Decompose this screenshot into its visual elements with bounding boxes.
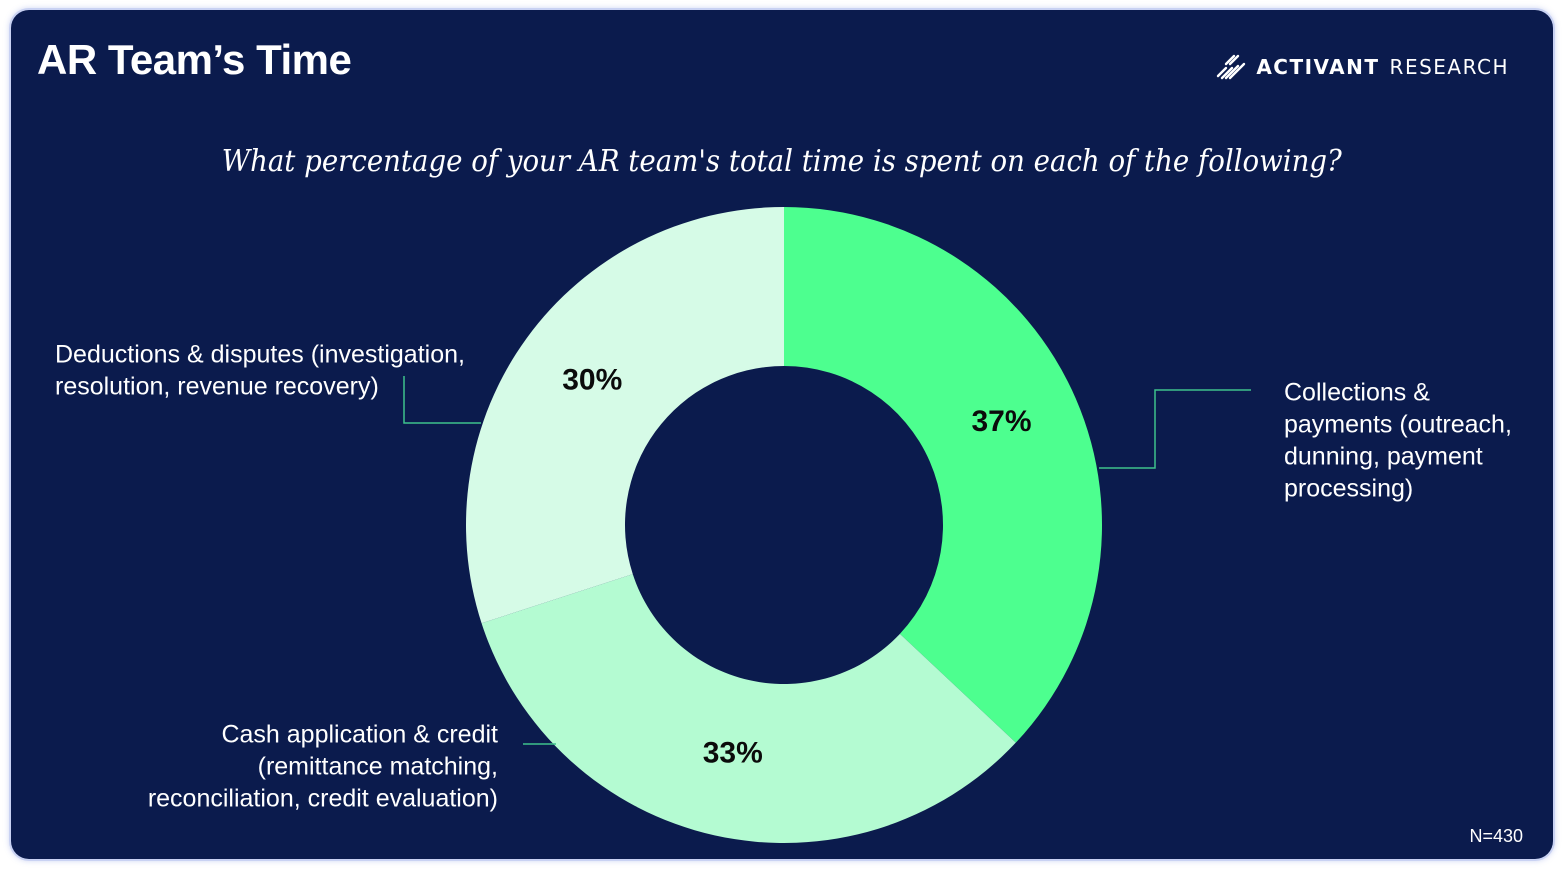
- category-label-line: dunning, payment: [1284, 443, 1483, 471]
- brand-logo: ACTIVANT RESEARCH: [1216, 52, 1509, 82]
- category-label-line: reconciliation, credit evaluation): [148, 785, 498, 813]
- category-label-line: Deductions & disputes (investigation,: [55, 341, 465, 369]
- donut-chart: 37% 33% 30% Collections & payments (outreac…: [55, 207, 1512, 843]
- slice-cash-application: [481, 574, 1016, 843]
- activant-slash-logo-icon: [1217, 54, 1246, 80]
- sample-size-note: N=430: [1469, 826, 1523, 846]
- category-label-line: (remittance matching,: [258, 753, 498, 781]
- brand-name-bold: ACTIVANT: [1256, 55, 1380, 79]
- category-label-cash-application: Cash application & credit (remittance mat…: [148, 721, 498, 813]
- leader-line-deductions: [403, 376, 481, 424]
- category-label-line: processing): [1284, 475, 1413, 503]
- page-title: AR Team’s Time: [37, 36, 352, 83]
- category-label-deductions: Deductions & disputes (investigation, res…: [55, 341, 465, 401]
- category-label-line: resolution, revenue recovery): [55, 373, 379, 401]
- slice-collections: [784, 207, 1102, 743]
- leader-line-collections: [1099, 389, 1251, 469]
- chart-question: What percentage of your AR team's total …: [11, 144, 1553, 179]
- brand-name-light: RESEARCH: [1389, 55, 1509, 79]
- slice-deductions: [466, 207, 784, 624]
- chart-card: AR Team’s Time ACTIVANT RESEARCH What pe…: [11, 10, 1553, 859]
- category-label-line: Collections &: [1284, 379, 1430, 407]
- value-label-cash-application: 33%: [703, 736, 763, 769]
- value-label-deductions: 30%: [562, 364, 622, 397]
- category-label-line: Cash application & credit: [221, 721, 498, 749]
- chart-title: What percentage of your AR team's total …: [221, 144, 1343, 179]
- value-label-collections: 37%: [971, 405, 1031, 438]
- category-label-collections: Collections & payments (outreach, dunning,…: [1284, 379, 1512, 503]
- category-label-line: payments (outreach,: [1284, 411, 1512, 439]
